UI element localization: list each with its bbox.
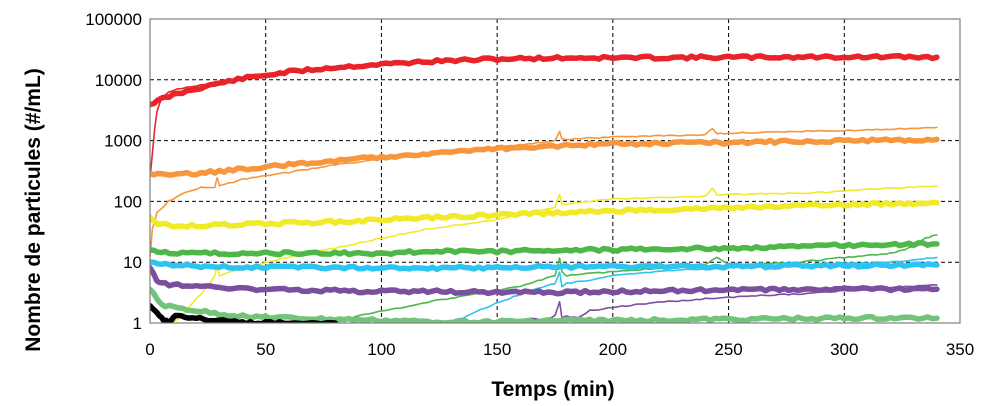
y-tick-label: 1 xyxy=(133,314,142,333)
series-line-9 xyxy=(150,259,940,273)
series-lines xyxy=(150,53,940,323)
series-line-7 xyxy=(150,240,940,258)
x-tick-label: 300 xyxy=(830,340,858,359)
series-line-3 xyxy=(150,136,940,178)
series-line-6 xyxy=(172,185,938,323)
y-tick-label: 10000 xyxy=(95,71,142,90)
x-axis-title: Temps (min) xyxy=(491,378,614,401)
x-tick-label: 200 xyxy=(599,340,627,359)
plot-area xyxy=(150,19,960,323)
series-line-13 xyxy=(150,286,940,323)
x-tick-label: 0 xyxy=(145,340,154,359)
y-tick-label: 100000 xyxy=(85,10,142,29)
x-tick-label: 350 xyxy=(946,340,974,359)
x-tick-label: 50 xyxy=(256,340,275,359)
y-tick-label: 1000 xyxy=(104,132,142,151)
plot-frame xyxy=(149,18,961,324)
y-tick-label: 100 xyxy=(114,192,142,211)
x-tick-label: 100 xyxy=(367,340,395,359)
y-axis-title: Nombre de particules (#/mL) xyxy=(22,68,45,352)
x-tick-label: 250 xyxy=(714,340,742,359)
series-line-4 xyxy=(150,126,938,258)
series-line-2 xyxy=(150,55,938,178)
y-tick-labels: 1 10 100 1000 10000 100000 xyxy=(85,10,142,333)
plot-border xyxy=(149,18,961,324)
series-line-14 xyxy=(150,302,338,323)
x-tick-label: 150 xyxy=(483,340,511,359)
x-tick-labels: 0 50 100 150 200 250 300 350 xyxy=(145,340,974,359)
series-line-5 xyxy=(150,199,940,230)
series-line-11 xyxy=(150,265,940,297)
y-tick-label: 10 xyxy=(123,253,142,272)
plot-background xyxy=(150,19,960,323)
